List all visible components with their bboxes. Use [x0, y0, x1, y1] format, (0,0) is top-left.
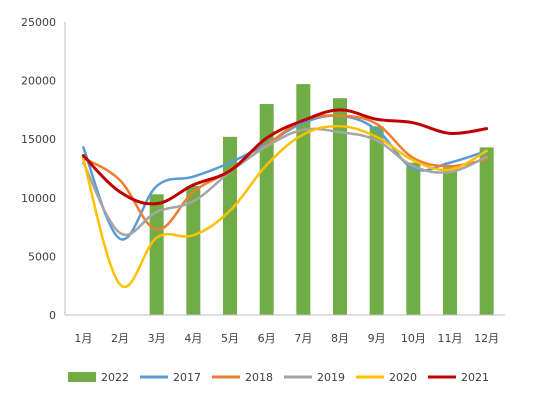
- x-tick-label: 12月: [474, 332, 499, 345]
- x-tick-label: 4月: [184, 332, 202, 345]
- bar-2022: [186, 186, 201, 315]
- bar-series: [149, 84, 494, 316]
- legend: 2022 2017 2018 2019 2020 2021: [68, 371, 489, 384]
- bar-2022: [259, 104, 274, 315]
- x-tick-label: 10月: [401, 332, 426, 345]
- legend-label-2022: 2022: [101, 371, 129, 384]
- bar-2022: [369, 126, 384, 315]
- bar-2022: [149, 194, 164, 315]
- x-axis-ticks: 1月 2月 3月 4月 5月 6月 7月 8月 9月 10月 11月 12月: [74, 332, 499, 345]
- y-tick-label: 10000: [21, 192, 56, 205]
- x-tick-label: 7月: [294, 332, 312, 345]
- bar-2022: [406, 162, 421, 315]
- y-tick-label: 15000: [21, 133, 56, 146]
- line-2021: [81, 108, 489, 206]
- legend-label-2020: 2020: [389, 371, 417, 384]
- x-tick-label: 5月: [221, 332, 239, 345]
- y-tick-label: 25000: [21, 16, 56, 29]
- legend-label-2017: 2017: [173, 371, 201, 384]
- legend-label-2021: 2021: [461, 371, 489, 384]
- x-tick-label: 1月: [74, 332, 92, 345]
- bar-2022: [296, 84, 311, 315]
- x-tick-label: 9月: [368, 332, 386, 345]
- line-series: [81, 108, 489, 289]
- x-tick-label: 8月: [331, 332, 349, 345]
- line-2018: [82, 114, 488, 231]
- y-tick-label: 0: [49, 309, 56, 322]
- legend-label-2019: 2019: [317, 371, 345, 384]
- x-tick-label: 6月: [258, 332, 276, 345]
- bar-2022: [223, 136, 237, 315]
- line-2020: [82, 125, 488, 289]
- legend-swatch-2022: [68, 372, 96, 382]
- bar-2022: [333, 98, 347, 316]
- y-axis-ticks: 0 5000 10000 15000 20000 25000: [21, 16, 56, 322]
- x-tick-label: 2月: [111, 332, 129, 345]
- legend-label-2018: 2018: [245, 371, 273, 384]
- bar-2022: [479, 147, 494, 315]
- x-tick-label: 3月: [148, 332, 166, 345]
- x-tick-label: 11月: [438, 332, 463, 345]
- y-tick-label: 20000: [21, 75, 56, 88]
- bar-2022: [443, 167, 457, 315]
- line-2019: [82, 127, 488, 237]
- y-tick-label: 5000: [28, 250, 56, 263]
